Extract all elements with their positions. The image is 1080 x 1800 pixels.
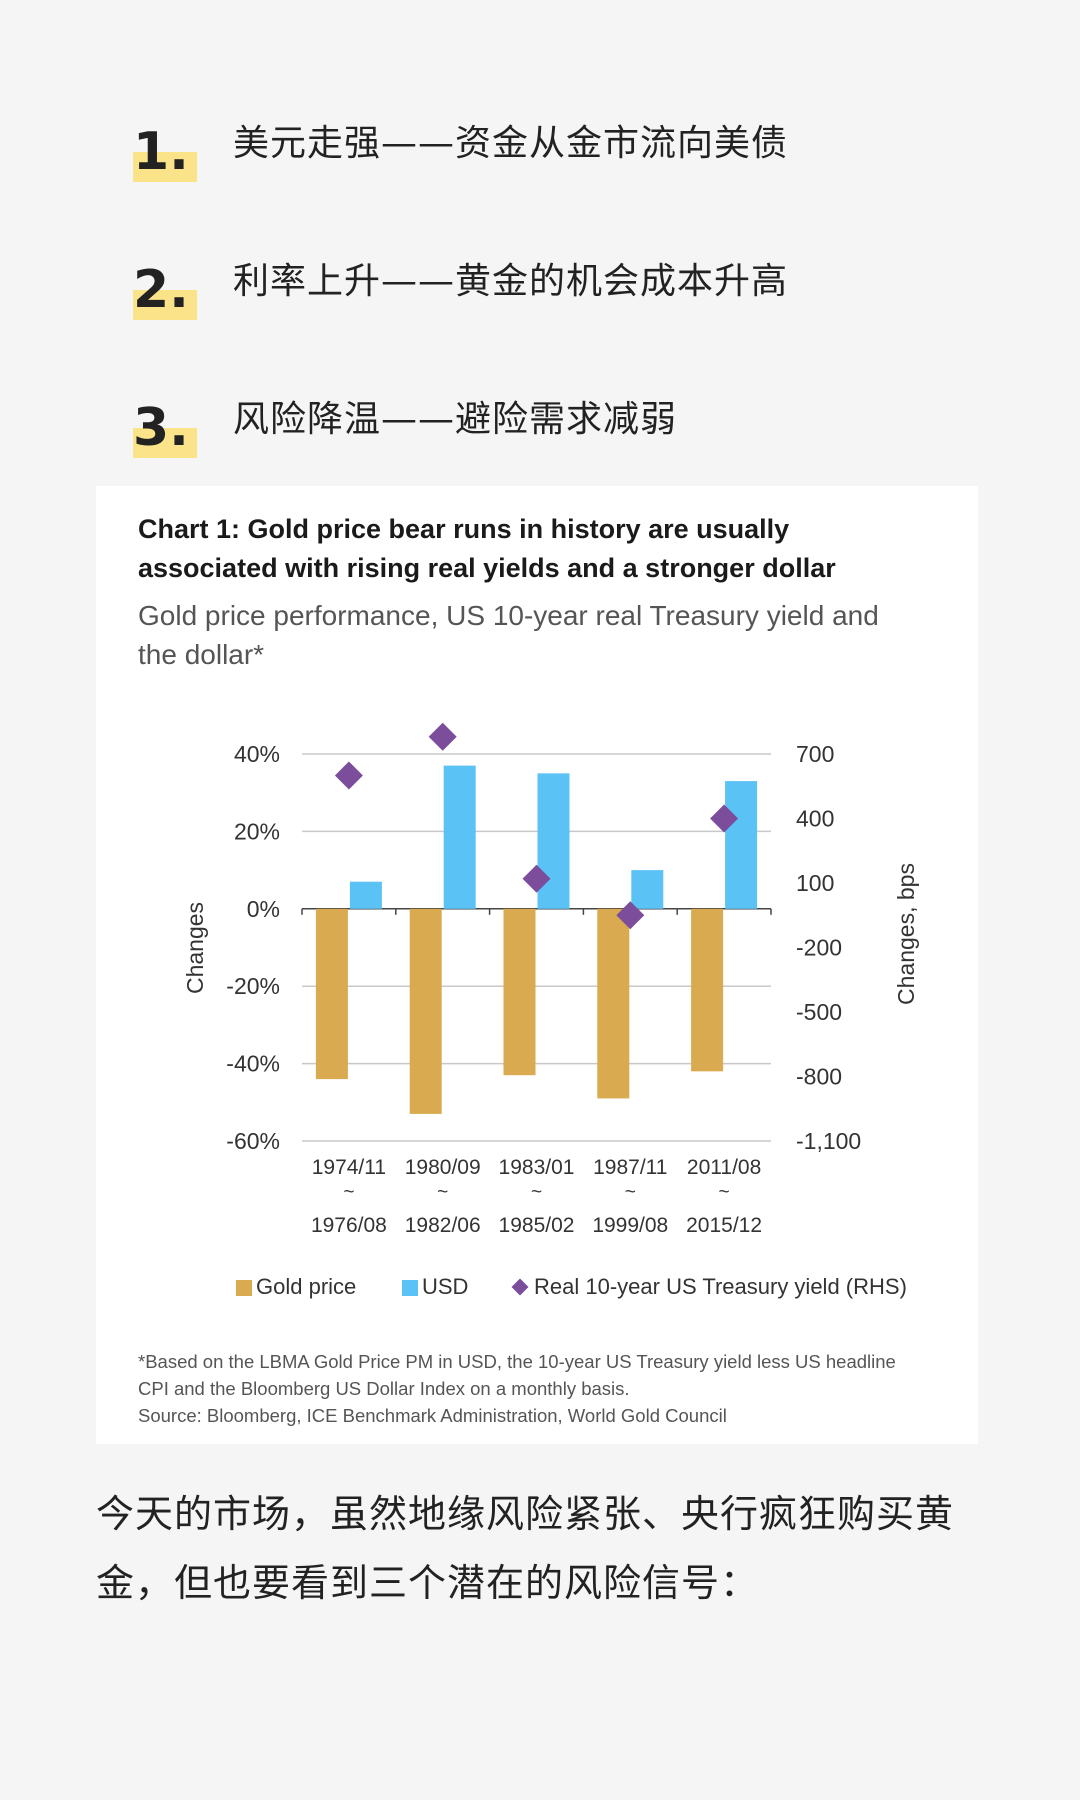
chart-title: Chart 1: Gold price bear runs in history… xyxy=(138,510,938,588)
paragraph-line: 今天的市场，虽然地缘风险紧张、央行疯狂购买黄 xyxy=(96,1492,955,1536)
x-tick-separator: ~ xyxy=(531,1182,542,1203)
y2-tick-label: -1,100 xyxy=(796,1128,861,1154)
x-tick-label: 1980/09 xyxy=(405,1156,481,1179)
paragraph-line: 金，但也要看到三个潜在的风险信号： xyxy=(96,1561,760,1605)
yield-marker xyxy=(428,722,457,751)
x-tick-label: 1976/08 xyxy=(311,1214,387,1237)
yield-marker xyxy=(710,804,739,833)
list-number: 2. xyxy=(133,260,197,320)
legend-usd: USD xyxy=(402,1274,468,1300)
y-tick-label: 20% xyxy=(234,818,280,844)
chart-plot: 40% 20% 0% -20% -40% -60% 700 400 100 -200 -500 -80… xyxy=(182,722,919,1237)
yield-marker xyxy=(616,901,645,930)
legend-label-usd: USD xyxy=(422,1274,469,1299)
list-text: 美元走强——资金从金市流向美债 xyxy=(233,123,789,164)
x-tick-separator: ~ xyxy=(343,1182,354,1203)
bar-gold-price xyxy=(503,908,536,1076)
footnote-line: CPI and the Bloomberg US Dollar Index on… xyxy=(138,1378,630,1399)
bar-gold-price xyxy=(691,908,724,1072)
x-tick-label: 1974/11 xyxy=(312,1156,386,1179)
y-axis-title: Changes xyxy=(182,902,208,994)
chart-subtitle-line: Gold price performance, US 10-year real … xyxy=(138,600,879,631)
chart-subtitle: Gold price performance, US 10-year real … xyxy=(138,596,938,674)
chart-title-line: Chart 1: Gold price bear runs in history… xyxy=(138,514,790,544)
x-tick-separator: ~ xyxy=(625,1182,636,1203)
x-tick-label: 1982/06 xyxy=(405,1214,481,1237)
y2-tick-label: -200 xyxy=(796,935,842,961)
chart-card: Chart 1: Gold price bear runs in history… xyxy=(96,486,978,1444)
source-line: Source: Bloomberg, ICE Benchmark Adminis… xyxy=(138,1405,727,1426)
legend-yield: Real 10-year US Treasury yield (RHS) xyxy=(511,1274,907,1300)
bar-usd xyxy=(725,781,758,909)
list-text: 风险降温——避险需求减弱 xyxy=(233,399,678,440)
bar-usd xyxy=(349,881,382,909)
chart-footnote: *Based on the LBMA Gold Price PM in USD,… xyxy=(138,1348,958,1429)
list-number: 3. xyxy=(133,398,197,458)
legend-label-yield: Real 10-year US Treasury yield (RHS) xyxy=(534,1274,907,1299)
y2-tick-label: 400 xyxy=(796,806,834,832)
y-tick-label: -40% xyxy=(226,1051,280,1077)
list-text: 利率上升——黄金的机会成本升高 xyxy=(233,261,789,302)
legend-swatch-usd xyxy=(402,1280,418,1296)
y2-tick-label: -500 xyxy=(796,999,842,1025)
legend-label-gold: Gold price xyxy=(256,1274,357,1299)
bar-usd xyxy=(443,765,476,909)
chart-title-line: associated with rising real yields and a… xyxy=(138,553,836,583)
bar-gold-price xyxy=(409,908,442,1114)
legend-swatch-gold xyxy=(236,1280,252,1296)
y2-tick-label: 100 xyxy=(796,870,834,896)
list-number: 1. xyxy=(133,122,197,182)
yield-marker xyxy=(334,761,363,790)
y-tick-label: -60% xyxy=(226,1128,280,1154)
x-tick-label: 2011/08 xyxy=(687,1156,761,1179)
legend-gold: Gold price xyxy=(236,1274,356,1300)
bar-gold-price xyxy=(315,908,348,1080)
y-tick-label: 40% xyxy=(234,741,280,767)
footnote-line: *Based on the LBMA Gold Price PM in USD,… xyxy=(138,1351,896,1372)
bar-usd xyxy=(537,773,570,909)
x-tick-label: 1983/01 xyxy=(499,1156,575,1179)
x-tick-label: 2015/12 xyxy=(686,1214,762,1237)
x-tick-separator: ~ xyxy=(719,1182,730,1203)
x-tick-label: 1985/02 xyxy=(499,1214,575,1237)
y-tick-label: 0% xyxy=(247,896,280,922)
x-tick-label: 1987/11 xyxy=(593,1156,667,1179)
chart-subtitle-line: the dollar* xyxy=(138,639,265,670)
legend-diamond-icon xyxy=(511,1278,529,1296)
y2-tick-label: -800 xyxy=(796,1064,842,1090)
y2-axis-title: Changes, bps xyxy=(893,863,919,1005)
bar-gold-price xyxy=(597,908,630,1099)
x-tick-separator: ~ xyxy=(437,1182,448,1203)
x-tick-label: 1999/08 xyxy=(592,1214,668,1237)
yield-marker xyxy=(522,864,551,893)
y-tick-label: -20% xyxy=(226,973,280,999)
y2-tick-label: 700 xyxy=(796,741,834,767)
body-paragraph: 今天的市场，虽然地缘风险紧张、央行疯狂购买黄 金，但也要看到三个潜在的风险信号： xyxy=(96,1480,996,1618)
bar-usd xyxy=(631,870,664,909)
